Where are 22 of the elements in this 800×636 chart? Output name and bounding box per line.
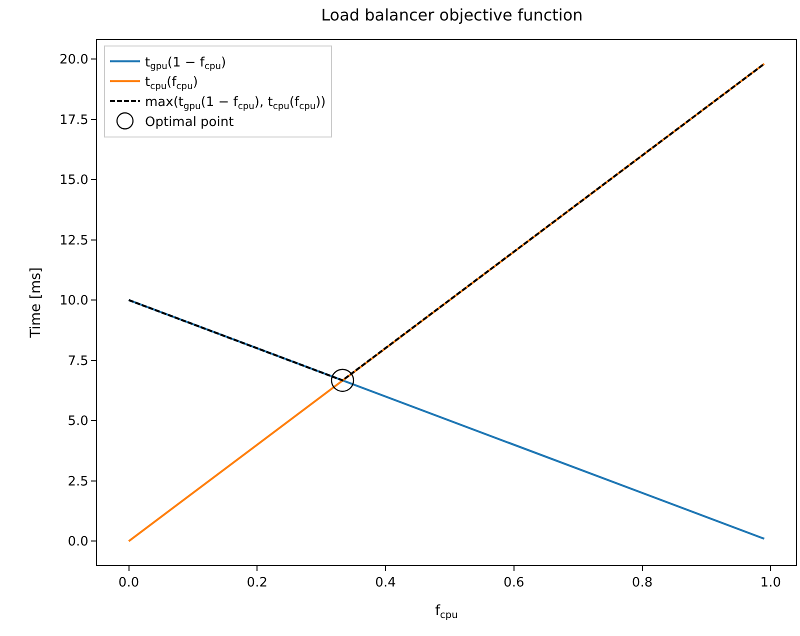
y-tick-label: 2.5: [68, 474, 88, 490]
y-tick-label: 17.5: [59, 112, 88, 128]
y-axis-title: Time [ms]: [28, 267, 44, 339]
y-tick-label: 15.0: [59, 173, 88, 188]
x-tick-label: 0.2: [246, 576, 268, 591]
x-tick-label: 1.0: [760, 576, 781, 591]
x-axis-title: f$_{cpu}$: [435, 602, 458, 621]
y-tick-label: 10.0: [59, 294, 88, 309]
x-tick-label: 0.6: [504, 576, 524, 591]
x-tick-label: 0.0: [118, 576, 140, 591]
y-tick-label: 5.0: [68, 414, 88, 430]
legend-label: t$_{gpu}$(1 − f$_{cpu}$): [144, 55, 226, 72]
legend-label: Optimal point: [144, 114, 234, 130]
y-tick-label: 0.0: [68, 534, 88, 550]
y-tick-label: 20.0: [59, 52, 88, 68]
y-tick-label: 12.5: [59, 233, 88, 248]
text: max(t$_{gpu}$(1 − f$_{cpu}$), t$_{cpu}$(f$_{cpu}$)): [144, 95, 326, 112]
x-tick-label: 0.8: [632, 576, 653, 591]
chart-title: Load balancer objective function: [321, 6, 583, 25]
x-tick-label: 0.4: [375, 576, 396, 591]
y-tick-label: 7.5: [68, 354, 88, 369]
legend-label: t$_{cpu}$(f$_{cpu}$): [144, 75, 198, 92]
